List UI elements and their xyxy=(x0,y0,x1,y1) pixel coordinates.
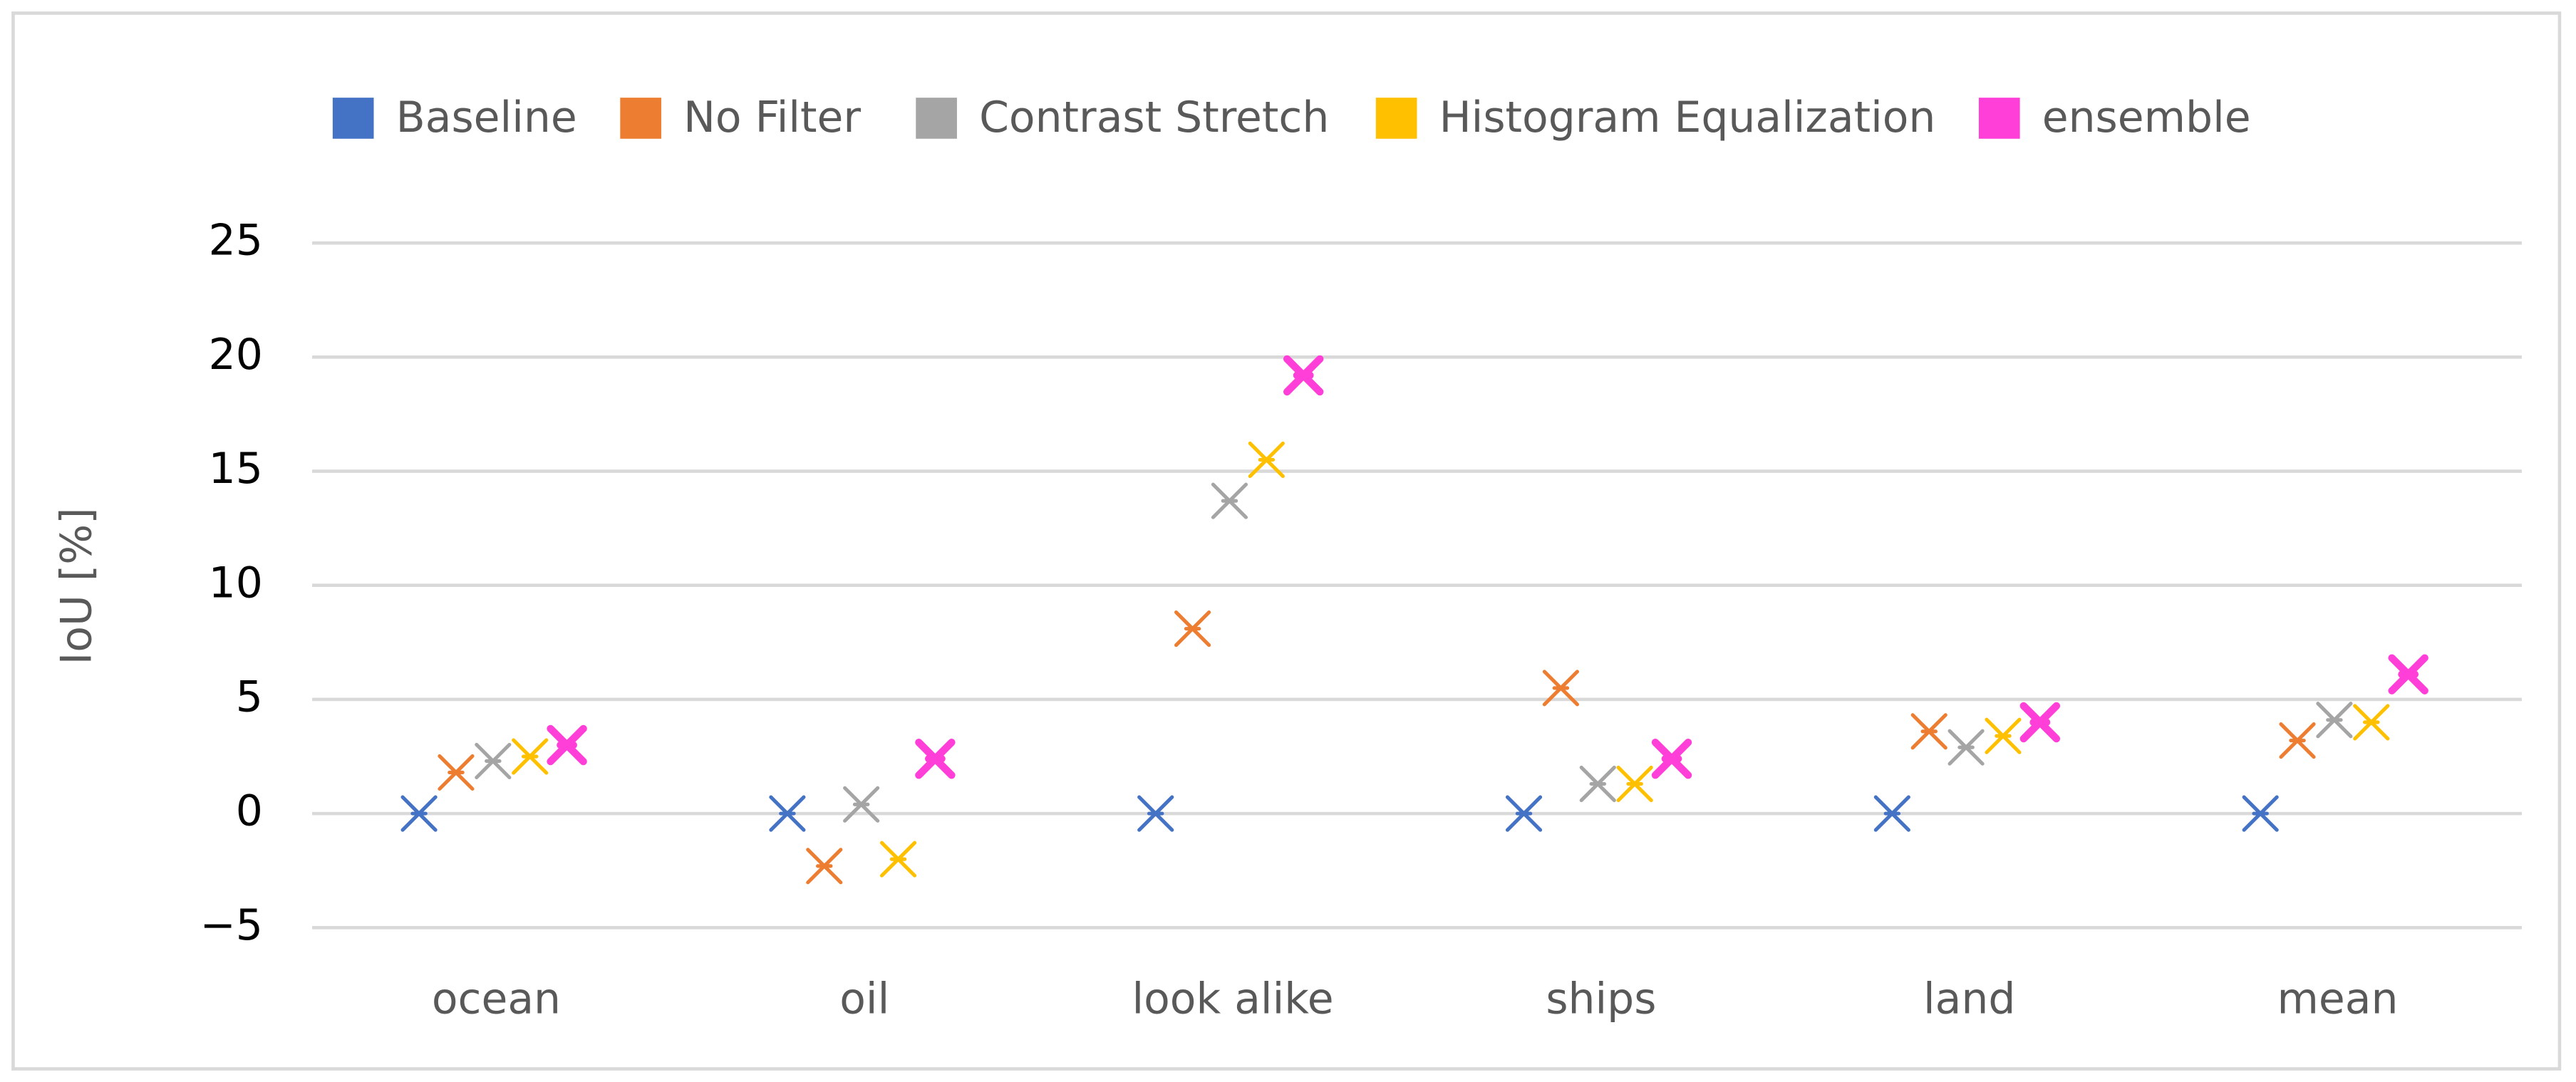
legend-swatch xyxy=(620,98,661,139)
marker xyxy=(1137,795,1174,832)
x-tick-label: look alike xyxy=(1132,974,1333,1024)
y-tick-label: 10 xyxy=(209,558,263,608)
x-tick-label: land xyxy=(1923,974,2015,1024)
x-tick-label: mean xyxy=(2277,974,2399,1024)
marker xyxy=(1873,795,1910,832)
legend-swatch xyxy=(1375,98,1417,139)
y-tick-label: 0 xyxy=(236,786,263,836)
marker xyxy=(2279,722,2316,759)
marker xyxy=(1248,441,1285,479)
marker xyxy=(1174,610,1211,647)
marker xyxy=(438,754,475,791)
x-tick-label: ocean xyxy=(432,974,561,1024)
marker xyxy=(806,848,843,885)
marker xyxy=(1947,729,1985,766)
marker xyxy=(2019,702,2061,743)
marker xyxy=(2388,654,2428,695)
marker xyxy=(2316,702,2353,739)
x-tick-label: oil xyxy=(839,974,889,1024)
x-tick-label: ships xyxy=(1546,974,1656,1024)
marker xyxy=(1651,738,1692,779)
y-tick-label: 15 xyxy=(209,444,263,494)
marker xyxy=(1910,713,1947,750)
marker xyxy=(475,742,512,780)
y-tick-label: −5 xyxy=(200,900,263,950)
marker xyxy=(2242,795,2279,832)
legend-label: Baseline xyxy=(396,93,577,142)
marker xyxy=(1283,355,1324,396)
marker xyxy=(769,795,806,832)
marker xyxy=(512,738,549,775)
marker xyxy=(843,786,880,823)
legend-label: Contrast Stretch xyxy=(979,93,1329,142)
marker xyxy=(2353,704,2390,741)
marker xyxy=(1616,765,1653,803)
marker xyxy=(1985,717,2022,754)
marker xyxy=(1579,765,1616,803)
marker xyxy=(1211,482,1248,519)
legend-label: ensemble xyxy=(2042,93,2251,142)
y-tick-label: 25 xyxy=(209,216,263,266)
legend-swatch xyxy=(332,98,374,139)
marker xyxy=(915,738,956,779)
chart-border xyxy=(11,11,2562,1071)
y-axis-label: IoU [%] xyxy=(51,507,101,665)
marker xyxy=(879,841,917,878)
legend-label: No Filter xyxy=(683,93,861,142)
marker xyxy=(400,795,438,832)
legend-swatch xyxy=(916,98,957,139)
y-tick-label: 5 xyxy=(236,672,263,722)
legend-label: Histogram Equalization xyxy=(1439,93,1936,142)
marker xyxy=(1542,670,1579,707)
legend-swatch xyxy=(1978,98,2020,139)
y-tick-label: 20 xyxy=(209,330,263,380)
marker xyxy=(547,724,587,766)
marker xyxy=(1505,795,1543,832)
